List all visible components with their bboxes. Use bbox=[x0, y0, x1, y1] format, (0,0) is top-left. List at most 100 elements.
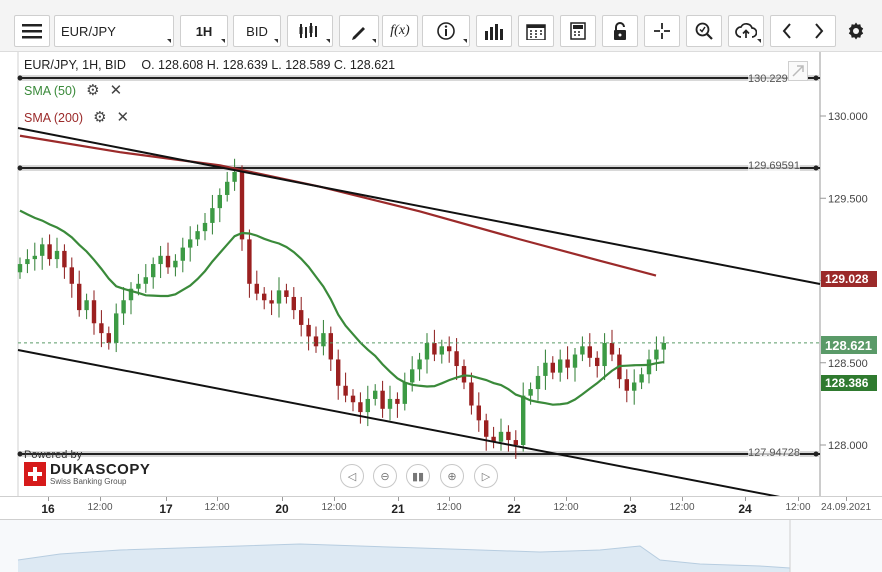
navigator-pane[interactable] bbox=[0, 520, 882, 572]
zoom-icon[interactable] bbox=[686, 15, 722, 47]
toolbar: EUR/JPY 1H BID f(x) bbox=[0, 0, 882, 52]
time-axis-label: 12:00 bbox=[87, 502, 113, 513]
gear-icon[interactable]: ⚙ bbox=[93, 109, 107, 126]
candle-body bbox=[47, 244, 52, 260]
hamburger-menu-icon[interactable] bbox=[14, 15, 50, 47]
chart-header: EUR/JPY, 1H, BID O. 128.608 H. 128.639 L… bbox=[24, 58, 395, 72]
candle-body bbox=[254, 283, 259, 294]
symbol-selector[interactable]: EUR/JPY bbox=[54, 15, 174, 47]
dropdown-arrow-icon bbox=[167, 39, 171, 43]
zoom-out-button[interactable]: ⊖ bbox=[373, 464, 397, 488]
lower-channel-line bbox=[17, 349, 781, 496]
candle-body bbox=[410, 369, 415, 383]
dropdown-arrow-icon bbox=[372, 39, 376, 43]
candle-body bbox=[239, 171, 245, 240]
expand-icon[interactable] bbox=[788, 61, 808, 81]
candle-body bbox=[447, 346, 452, 352]
time-axis-label: 21 bbox=[391, 502, 405, 516]
arrow-left-icon[interactable] bbox=[782, 23, 792, 39]
candle-body bbox=[528, 389, 533, 396]
gear-icon[interactable] bbox=[846, 21, 866, 46]
candle-body bbox=[276, 290, 282, 304]
sma-200-legend: SMA (200) ⚙ ✕ bbox=[24, 110, 129, 125]
candle-body bbox=[484, 420, 489, 437]
candle-body bbox=[432, 343, 437, 355]
candle-body bbox=[114, 313, 119, 344]
time-axis-label: 20 bbox=[275, 502, 289, 516]
time-axis-label: 24 bbox=[738, 502, 752, 516]
candle-body bbox=[535, 375, 541, 390]
candle-body bbox=[343, 385, 348, 396]
candle-body bbox=[91, 300, 97, 324]
function-icon[interactable]: f(x) bbox=[382, 15, 418, 47]
calendar-icon[interactable] bbox=[518, 15, 554, 47]
crosshair-icon[interactable] bbox=[644, 15, 680, 47]
candle-body bbox=[336, 359, 341, 386]
reset-view-button[interactable]: ▮▮ bbox=[406, 464, 430, 488]
gear-icon[interactable]: ⚙ bbox=[86, 82, 100, 99]
candle-body bbox=[580, 346, 585, 355]
candle-body bbox=[461, 366, 467, 383]
candle-body bbox=[247, 239, 252, 284]
candle-body bbox=[284, 290, 289, 297]
upper-channel-line bbox=[17, 127, 821, 285]
scroll-left-button[interactable]: ◁ bbox=[340, 464, 364, 488]
candlestick-series bbox=[17, 158, 666, 459]
dropdown-arrow-icon bbox=[326, 39, 330, 43]
sma-50-badge: 128.386 bbox=[821, 375, 877, 391]
timeframe-selector[interactable]: 1H bbox=[180, 15, 228, 47]
close-icon[interactable]: ✕ bbox=[109, 82, 123, 99]
candle-body bbox=[165, 255, 171, 268]
time-axis-label: 24.09.2021 bbox=[820, 502, 872, 513]
bar-chart-icon[interactable] bbox=[476, 15, 512, 47]
candle-body bbox=[291, 296, 296, 311]
candle-body bbox=[350, 395, 356, 403]
candle-body bbox=[365, 398, 370, 413]
time-axis-label: 12:00 bbox=[321, 502, 347, 513]
time-axis-tick bbox=[798, 497, 799, 501]
candle-body bbox=[62, 250, 67, 268]
chart-type-button[interactable] bbox=[287, 15, 333, 47]
time-axis-label: 16 bbox=[41, 502, 55, 516]
candle-body bbox=[217, 194, 222, 209]
calculator-icon[interactable] bbox=[560, 15, 596, 47]
candle-body bbox=[151, 264, 156, 278]
cloud-upload-icon[interactable] bbox=[728, 15, 764, 47]
symbol-label: EUR/JPY bbox=[61, 23, 116, 39]
info-button[interactable] bbox=[422, 15, 470, 47]
level-label-upper: 129.69591 bbox=[748, 160, 800, 172]
candle-body bbox=[572, 354, 578, 368]
arrow-right-icon[interactable] bbox=[814, 23, 824, 39]
scroll-right-button[interactable]: ▷ bbox=[474, 464, 498, 488]
ohlc-values: O. 128.608 H. 128.639 L. 128.589 C. 128.… bbox=[141, 58, 396, 72]
time-axis-label: 12:00 bbox=[785, 502, 811, 513]
candle-body bbox=[17, 264, 23, 273]
lock-icon[interactable] bbox=[602, 15, 638, 47]
candle-body bbox=[654, 349, 659, 360]
time-axis-tick bbox=[166, 497, 167, 501]
candle-body bbox=[306, 324, 311, 337]
level-handle bbox=[17, 75, 23, 81]
candle-body bbox=[158, 255, 163, 265]
candle-body bbox=[550, 362, 555, 373]
drawing-tools-button[interactable] bbox=[339, 15, 379, 47]
candle-body bbox=[587, 346, 592, 358]
price-axis-label: 128.000 bbox=[828, 440, 868, 452]
time-axis-tick bbox=[630, 497, 631, 501]
time-axis-tick bbox=[217, 497, 218, 501]
level-handle bbox=[813, 451, 819, 457]
candle-body bbox=[32, 255, 37, 260]
time-axis-label: 12:00 bbox=[436, 502, 462, 513]
level-handle bbox=[17, 451, 23, 457]
candle-body bbox=[439, 346, 444, 355]
time-axis-label: 12:00 bbox=[553, 502, 579, 513]
close-icon[interactable]: ✕ bbox=[116, 109, 130, 126]
sma-200-badge: 129.028 bbox=[821, 271, 877, 287]
sma-50-label: SMA (50) bbox=[24, 83, 77, 98]
price-side-selector[interactable]: BID bbox=[233, 15, 281, 47]
zoom-in-button[interactable]: ⊕ bbox=[440, 464, 464, 488]
candle-body bbox=[180, 247, 185, 261]
candles-icon bbox=[299, 23, 317, 38]
